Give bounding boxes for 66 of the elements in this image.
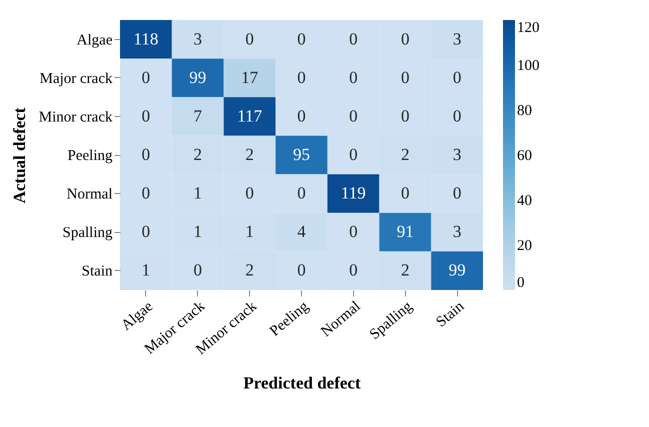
data-label: 0 xyxy=(245,184,254,203)
color-bar-label: 20 xyxy=(517,238,532,254)
y-tick-label: Minor crack xyxy=(38,109,113,126)
data-label: 0 xyxy=(142,145,150,164)
y-axis-title: Actual defect xyxy=(10,107,29,204)
data-label: 7 xyxy=(194,106,203,126)
data-label: 0 xyxy=(245,29,254,48)
data-label: 0 xyxy=(349,145,358,164)
data-label: 0 xyxy=(142,184,150,203)
data-label: 118 xyxy=(133,29,158,48)
data-label: 1 xyxy=(245,222,254,242)
data-label: 0 xyxy=(452,184,462,203)
data-label: 0 xyxy=(349,106,358,126)
data-label: 0 xyxy=(142,222,150,242)
color-bar-label: 40 xyxy=(517,193,532,209)
data-label: 95 xyxy=(293,145,310,164)
data-label: 1 xyxy=(142,260,150,280)
data-label: 119 xyxy=(340,184,366,203)
y-tick-label: Normal xyxy=(66,186,112,203)
data-label: 117 xyxy=(237,106,263,126)
data-label: 99 xyxy=(448,260,466,280)
data-label: 3 xyxy=(452,222,462,242)
data-label: 0 xyxy=(400,106,410,126)
data-label: 0 xyxy=(400,29,410,48)
y-tick-label: Peeling xyxy=(68,148,113,164)
data-label: 17 xyxy=(241,68,259,87)
x-axis-title: Predicted defect xyxy=(243,373,361,392)
data-label: 0 xyxy=(194,260,202,280)
data-label: 0 xyxy=(452,106,462,126)
data-label: 0 xyxy=(297,260,306,280)
y-tick-label: Stain xyxy=(82,264,113,280)
data-label: 3 xyxy=(452,29,462,48)
color-bar-label: 120 xyxy=(517,20,540,36)
data-label: 0 xyxy=(349,68,358,87)
data-label: 2 xyxy=(194,145,202,164)
data-label: 0 xyxy=(400,68,410,87)
data-label: 2 xyxy=(400,145,410,164)
data-label: 0 xyxy=(297,68,306,87)
data-label: 0 xyxy=(349,29,358,48)
data-label: 0 xyxy=(142,68,150,87)
data-label: 1 xyxy=(194,184,202,203)
data-label: 0 xyxy=(142,106,150,126)
y-tick-label: Algae xyxy=(76,32,113,48)
data-label: 0 xyxy=(452,68,462,87)
data-label: 0 xyxy=(349,222,358,242)
x-tick-label: Stain xyxy=(433,298,468,331)
color-bar-label: 0 xyxy=(517,275,524,291)
data-label: 0 xyxy=(400,184,410,203)
data-label: 3 xyxy=(194,29,202,48)
data-label: 4 xyxy=(297,222,306,242)
data-label: 99 xyxy=(189,68,206,87)
data-label: 2 xyxy=(400,260,410,280)
color-bar-label: 80 xyxy=(517,103,532,119)
y-tick-label: Major crack xyxy=(40,70,113,87)
data-label: 2 xyxy=(245,260,254,280)
data-label: 91 xyxy=(396,222,414,242)
y-tick-label: Spalling xyxy=(62,225,113,242)
data-label: 0 xyxy=(297,184,306,203)
data-label: 0 xyxy=(297,106,306,126)
data-label: 3 xyxy=(452,145,462,164)
data-label: 1 xyxy=(194,222,202,242)
color-bar-label: 60 xyxy=(517,148,532,164)
data-label: 0 xyxy=(297,29,306,48)
color-bar-label: 100 xyxy=(517,58,540,74)
data-label: 0 xyxy=(349,260,358,280)
data-label: 2 xyxy=(245,145,254,164)
